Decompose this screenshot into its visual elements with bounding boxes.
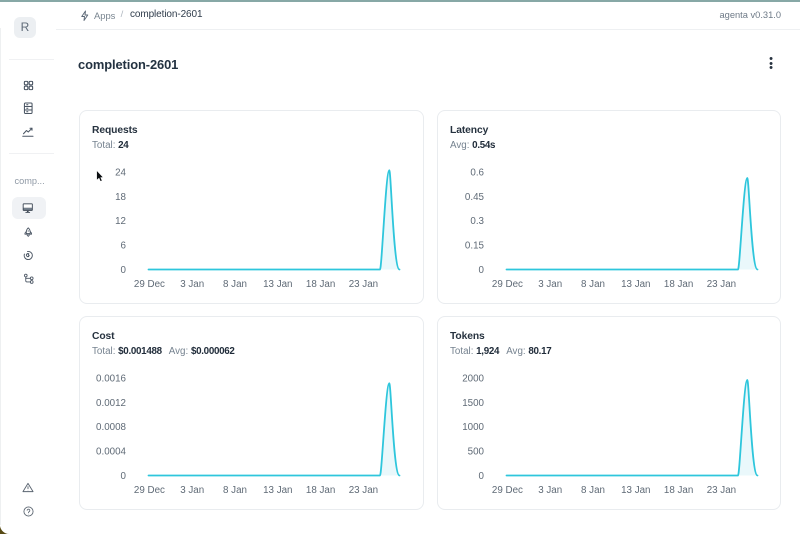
svg-text:18 Jan: 18 Jan xyxy=(306,485,335,496)
svg-text:1000: 1000 xyxy=(462,422,484,433)
svg-text:13 Jan: 13 Jan xyxy=(263,279,292,290)
svg-text:1500: 1500 xyxy=(462,398,484,409)
svg-text:29 Dec: 29 Dec xyxy=(492,279,523,290)
svg-text:0.0008: 0.0008 xyxy=(96,422,127,433)
svg-text:0: 0 xyxy=(121,265,127,276)
svg-text:0: 0 xyxy=(479,471,485,482)
svg-text:12: 12 xyxy=(115,216,126,227)
svg-text:0.0016: 0.0016 xyxy=(96,374,127,385)
svg-text:0: 0 xyxy=(121,471,127,482)
svg-text:29 Dec: 29 Dec xyxy=(134,485,165,496)
svg-text:0.45: 0.45 xyxy=(465,192,485,203)
svg-text:3 Jan: 3 Jan xyxy=(180,485,204,496)
svg-text:18: 18 xyxy=(115,192,126,203)
svg-text:13 Jan: 13 Jan xyxy=(621,485,650,496)
svg-text:0.15: 0.15 xyxy=(465,241,485,252)
svg-text:2000: 2000 xyxy=(462,374,484,385)
svg-text:8 Jan: 8 Jan xyxy=(223,485,247,496)
svg-text:0.3: 0.3 xyxy=(470,216,484,227)
svg-text:24: 24 xyxy=(115,168,126,179)
svg-text:18 Jan: 18 Jan xyxy=(664,279,693,290)
svg-text:3 Jan: 3 Jan xyxy=(538,279,562,290)
svg-text:8 Jan: 8 Jan xyxy=(223,279,247,290)
svg-text:29 Dec: 29 Dec xyxy=(492,485,523,496)
svg-text:13 Jan: 13 Jan xyxy=(263,485,292,496)
svg-text:0.6: 0.6 xyxy=(470,168,484,179)
svg-text:3 Jan: 3 Jan xyxy=(538,485,562,496)
svg-text:18 Jan: 18 Jan xyxy=(306,279,335,290)
svg-text:8 Jan: 8 Jan xyxy=(581,485,605,496)
svg-text:23 Jan: 23 Jan xyxy=(349,485,378,496)
svg-text:23 Jan: 23 Jan xyxy=(707,485,736,496)
svg-text:0.0012: 0.0012 xyxy=(96,398,126,409)
svg-text:0.0004: 0.0004 xyxy=(96,447,127,458)
svg-text:500: 500 xyxy=(468,447,485,458)
svg-text:0: 0 xyxy=(479,265,485,276)
svg-text:23 Jan: 23 Jan xyxy=(707,279,736,290)
svg-text:29 Dec: 29 Dec xyxy=(134,279,165,290)
svg-text:18 Jan: 18 Jan xyxy=(664,485,693,496)
svg-text:8 Jan: 8 Jan xyxy=(581,279,605,290)
svg-text:23 Jan: 23 Jan xyxy=(349,279,378,290)
svg-text:13 Jan: 13 Jan xyxy=(621,279,650,290)
svg-text:3 Jan: 3 Jan xyxy=(180,279,204,290)
svg-text:6: 6 xyxy=(121,241,127,252)
